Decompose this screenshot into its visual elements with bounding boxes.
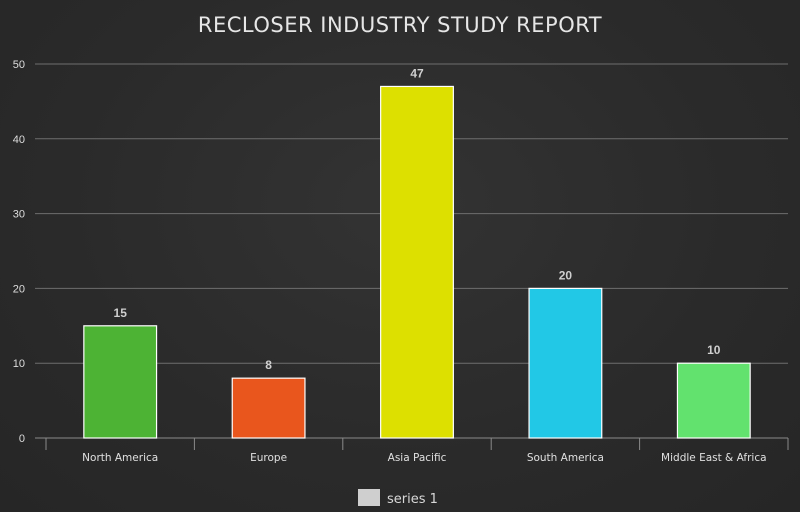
data-labels: 15 8 47 20 10 [114, 66, 721, 372]
data-label: 8 [265, 358, 272, 372]
y-tick-label: 10 [13, 358, 25, 370]
y-tick-label: 40 [13, 134, 25, 146]
legend-swatch-series-1[interactable] [358, 489, 380, 506]
legend[interactable]: series 1 [358, 489, 438, 507]
x-tick-label: Middle East & Africa [661, 452, 767, 464]
x-tick-label: South America [527, 452, 604, 464]
x-tick-label: North America [82, 452, 158, 464]
bar-europe[interactable] [231, 377, 306, 439]
bar-south-america[interactable] [528, 287, 603, 439]
data-label: 15 [114, 306, 128, 320]
x-axis: North America Europe Asia Pacific South Ame… [45, 438, 789, 464]
y-tick-label: 30 [13, 209, 25, 221]
chart-title: RECLOSER INDUSTRY STUDY REPORT [198, 13, 602, 37]
data-label: 20 [559, 268, 573, 282]
legend-label-series-1[interactable]: series 1 [387, 492, 438, 507]
y-tick-label: 50 [13, 59, 25, 71]
y-tick-label: 0 [19, 433, 25, 445]
bar-north-america[interactable] [83, 325, 158, 439]
bar-asia-pacific[interactable] [380, 85, 454, 439]
y-tick-label: 20 [13, 283, 25, 295]
x-tick-label: Asia Pacific [388, 452, 447, 464]
x-tick-label: Europe [250, 452, 287, 464]
data-label: 47 [410, 66, 424, 80]
bar-middle-east-africa[interactable] [676, 362, 751, 439]
data-label: 10 [707, 343, 721, 357]
bars [83, 85, 751, 439]
